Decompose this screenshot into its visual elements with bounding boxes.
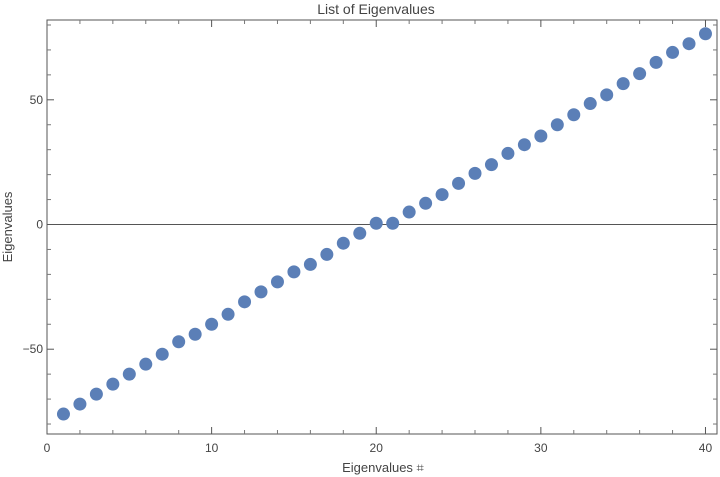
data-point: [254, 285, 268, 299]
data-point: [484, 158, 498, 172]
data-point: [287, 265, 301, 279]
y-tick-label: 0: [36, 218, 43, 232]
data-point: [517, 138, 531, 152]
data-point: [336, 236, 350, 250]
tick-labels-layer: 0 10 20 30 40 −50 0 50: [23, 93, 713, 455]
data-point: [155, 347, 169, 361]
data-point: [583, 97, 597, 111]
y-tick-label: 50: [30, 93, 44, 107]
data-point: [221, 307, 235, 321]
data-point: [435, 188, 449, 202]
x-tick-label: 20: [370, 441, 384, 455]
y-axis-label: Eigenvalues: [0, 191, 15, 262]
chart-title: List of Eigenvalues: [317, 1, 435, 17]
data-points-layer: [56, 27, 712, 421]
data-point: [468, 166, 482, 180]
data-point: [534, 129, 548, 143]
data-point: [666, 45, 680, 59]
data-point: [320, 247, 334, 261]
data-point: [682, 37, 696, 51]
data-point: [89, 387, 103, 401]
data-point: [550, 118, 564, 132]
data-point: [649, 55, 663, 69]
data-point: [419, 196, 433, 210]
data-point: [73, 397, 87, 411]
y-tick-label: −50: [23, 342, 44, 356]
data-point: [172, 335, 186, 349]
data-point: [139, 357, 153, 371]
x-tick-label: 30: [534, 441, 548, 455]
data-point: [56, 407, 70, 421]
data-point: [600, 88, 614, 102]
x-tick-label: 0: [44, 441, 51, 455]
x-axis-label: Eigenvalues ⌗: [342, 460, 424, 475]
data-point: [188, 327, 202, 341]
data-point: [303, 257, 317, 271]
data-point: [270, 275, 284, 289]
data-point: [122, 367, 136, 381]
plot-frame: [46, 19, 718, 435]
data-point: [106, 377, 120, 391]
data-point: [698, 27, 712, 41]
data-point: [205, 317, 219, 331]
data-point: [567, 108, 581, 122]
data-point: [238, 295, 252, 309]
x-tick-label: 10: [205, 441, 219, 455]
data-point: [353, 226, 367, 240]
ticks-layer: [46, 20, 717, 434]
data-point: [402, 205, 416, 219]
data-point: [633, 67, 647, 81]
x-tick-label: 40: [699, 441, 713, 455]
data-point: [369, 216, 383, 230]
data-point: [452, 176, 466, 190]
data-point: [501, 146, 515, 160]
data-point: [616, 77, 630, 91]
data-point: [386, 216, 400, 230]
